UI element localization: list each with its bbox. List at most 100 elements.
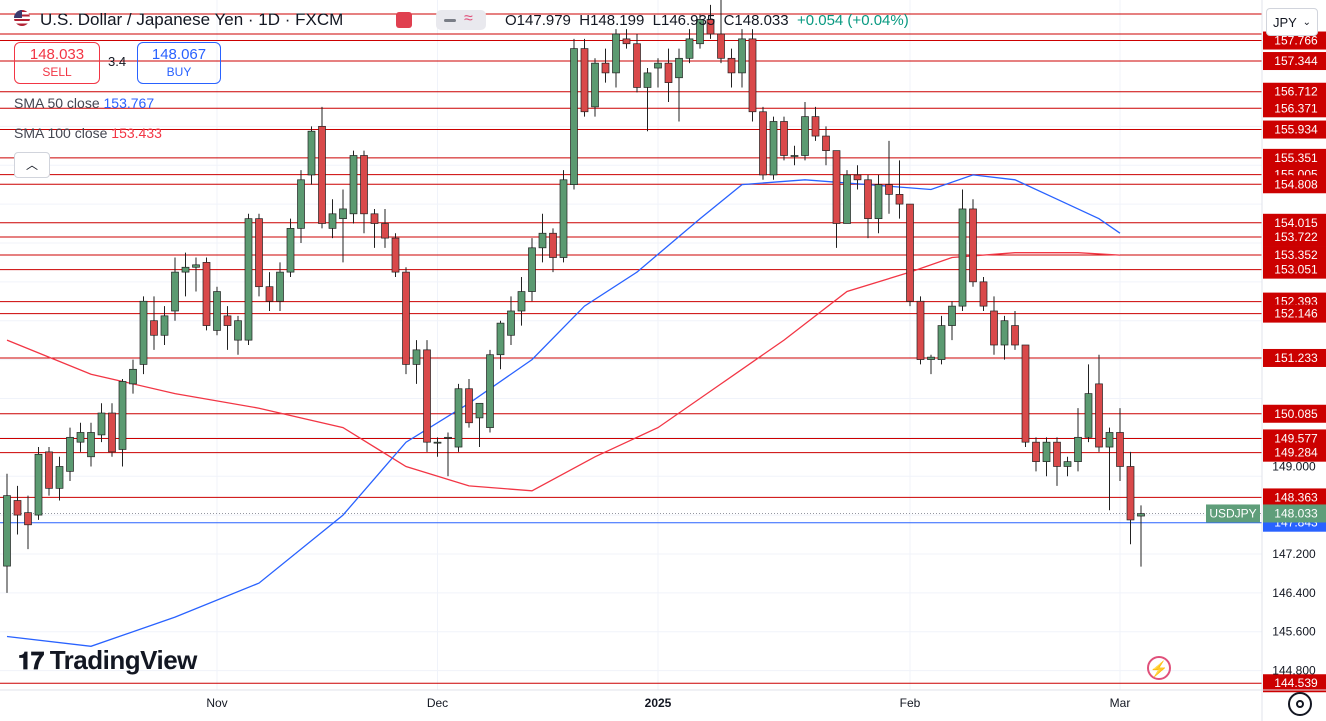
gear-icon[interactable]	[1288, 692, 1312, 716]
level-tag	[1263, 228, 1326, 247]
candle-body	[958, 208, 967, 307]
candle-body	[192, 264, 200, 268]
candle	[171, 257, 179, 321]
level-tag	[1263, 246, 1326, 265]
candle-body	[24, 512, 32, 526]
lightning-icon[interactable]: ⚡	[1147, 656, 1171, 680]
candle-body	[202, 262, 211, 326]
level-label: 156.712	[1274, 85, 1318, 99]
sell-button[interactable]: 148.033 SELL	[14, 42, 100, 84]
candle	[853, 165, 862, 190]
candle-body	[790, 155, 799, 157]
candle-body	[780, 121, 788, 156]
candle	[486, 349, 494, 433]
sma100-label: SMA 100 close	[14, 125, 108, 141]
candle-body	[853, 174, 862, 181]
x-tick-label: 2025	[645, 696, 672, 710]
ohlc-close: C148.033	[723, 12, 789, 29]
candle	[87, 422, 95, 467]
candle	[601, 48, 610, 83]
ohlc-open: O147.979	[505, 12, 571, 29]
buy-label: BUY	[166, 65, 192, 79]
candle	[213, 286, 221, 336]
candle	[591, 58, 599, 117]
candle-body	[517, 291, 526, 312]
level-tag	[1263, 674, 1326, 693]
candle-body	[633, 43, 641, 88]
candle-body	[139, 300, 148, 365]
candle	[895, 160, 904, 219]
candle	[370, 208, 379, 248]
candle	[948, 301, 956, 341]
candle-body	[3, 495, 11, 567]
candle	[811, 106, 820, 141]
candle	[349, 150, 358, 224]
indicator-toggle[interactable]: ≈	[436, 10, 486, 30]
candle-body	[412, 349, 421, 365]
candle	[748, 29, 757, 122]
candle-body	[223, 315, 232, 326]
candle	[265, 272, 274, 311]
candle	[727, 48, 736, 88]
candle	[76, 422, 85, 452]
candle	[654, 58, 662, 88]
candle-body	[874, 184, 883, 220]
collapse-legend-button[interactable]: ︿	[14, 152, 50, 178]
candle	[507, 296, 515, 345]
candle	[129, 359, 137, 394]
level-tag	[1263, 82, 1326, 101]
level-tag	[1263, 120, 1326, 139]
candle-body	[969, 208, 977, 283]
candle-body	[549, 232, 557, 258]
buy-button[interactable]: 148.067 BUY	[137, 42, 221, 84]
level-label: 151.233	[1274, 351, 1318, 365]
candle-body	[1074, 436, 1082, 462]
chevron-down-icon: ⌄	[1302, 17, 1311, 28]
candle	[412, 340, 421, 384]
level-label: 153.051	[1274, 263, 1318, 277]
candle-body	[528, 247, 536, 292]
candle-body	[1042, 441, 1051, 462]
level-tag	[1263, 99, 1326, 118]
candle	[780, 116, 788, 161]
sma50-value: 153.767	[103, 95, 155, 111]
level-label: 149.577	[1274, 431, 1318, 445]
candle-body	[13, 500, 22, 516]
market-status-icon[interactable]	[396, 12, 412, 28]
candle-body	[696, 19, 704, 45]
candle-body	[181, 266, 190, 273]
candle	[937, 315, 946, 365]
sma100-legend[interactable]: SMA 100 close 153.433	[14, 125, 162, 141]
level-tag	[1263, 488, 1326, 507]
y-tick-label: 145.600	[1272, 625, 1316, 639]
candle-body	[622, 38, 631, 45]
symbol-title[interactable]: U.S. Dollar / Japanese Yen · 1D · FXCM	[40, 10, 344, 29]
candle	[622, 29, 631, 49]
currency-select[interactable]: JPY ⌄	[1266, 8, 1318, 36]
candle	[874, 174, 883, 234]
ohlc-low: L146.935	[652, 12, 716, 29]
candle-body	[822, 135, 830, 151]
sma50-legend[interactable]: SMA 50 close 153.767	[14, 95, 154, 111]
candle-body	[927, 356, 935, 360]
buy-price: 148.067	[151, 46, 207, 63]
level-tag	[1263, 148, 1326, 167]
candle	[318, 106, 326, 229]
candle-body	[591, 62, 599, 108]
candle	[45, 447, 53, 496]
candle	[1084, 364, 1093, 443]
level-label: 153.352	[1274, 248, 1318, 262]
candle-body	[55, 466, 64, 489]
candle	[307, 126, 316, 185]
last-price-label: 148.033	[1274, 506, 1318, 520]
candle-body	[675, 57, 683, 79]
candle-body	[360, 155, 368, 215]
level-label: 153.722	[1274, 230, 1318, 244]
candle	[1116, 408, 1124, 482]
candle-body	[76, 432, 85, 443]
candle	[1011, 310, 1019, 350]
level-label: 154.015	[1274, 216, 1318, 230]
candle	[927, 354, 935, 375]
candle	[717, 0, 725, 64]
